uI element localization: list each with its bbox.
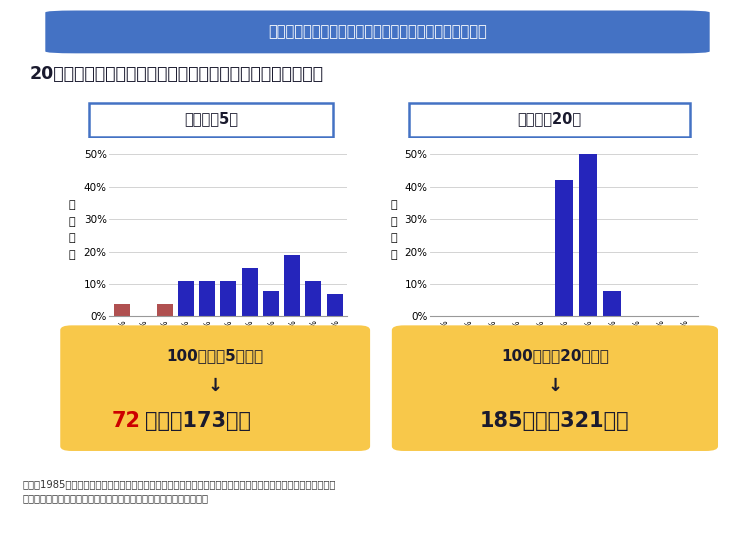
FancyBboxPatch shape	[89, 103, 334, 136]
Text: 100万円が5年後に: 100万円が5年後に	[167, 348, 263, 363]
Bar	[305, 281, 322, 316]
Bar	[242, 268, 257, 316]
Text: 万円～173万円: 万円～173万円	[145, 411, 251, 431]
FancyBboxPatch shape	[60, 325, 370, 451]
Text: 国内外の株式・債券に分散投資した場合の収益率の分布: 国内外の株式・債券に分散投資した場合の収益率の分布	[268, 24, 487, 39]
Text: （注）1985年以降の各年に、毎月同額ずつ国内外の株式・債券の買付けを行ったもの。各年の買付後、保有期間
が経過した時点での時価をもとに運用結果及び年率を算出し: （注）1985年以降の各年に、毎月同額ずつ国内外の株式・債券の買付けを行ったもの…	[23, 479, 336, 503]
Bar	[220, 281, 236, 316]
Text: 出
現
頻
度: 出 現 頻 度	[391, 200, 397, 260]
Text: ↓: ↓	[547, 377, 562, 395]
FancyBboxPatch shape	[45, 10, 710, 54]
Bar	[603, 291, 621, 316]
Bar	[284, 255, 300, 316]
FancyBboxPatch shape	[409, 103, 690, 136]
Text: 出
現
頻
度: 出 現 頻 度	[69, 200, 75, 260]
Bar	[199, 281, 215, 316]
Bar	[114, 304, 130, 316]
Bar	[579, 154, 597, 316]
Text: 保有期間5年: 保有期間5年	[184, 111, 239, 126]
FancyBboxPatch shape	[392, 325, 718, 451]
Text: 72: 72	[112, 411, 140, 431]
Bar	[327, 294, 343, 316]
Text: 保有期間20年: 保有期間20年	[518, 111, 581, 126]
Bar	[556, 180, 573, 316]
Text: 20年の保有期間では、投資収益率２～８％（年率）に収敛。: 20年の保有期間では、投資収益率２～８％（年率）に収敛。	[29, 65, 324, 83]
Text: ↓: ↓	[208, 377, 223, 395]
Bar	[157, 304, 173, 316]
Text: 100万円が20年後に: 100万円が20年後に	[501, 348, 609, 363]
Bar	[178, 281, 194, 316]
Bar	[263, 291, 279, 316]
Text: 185万円～321万円: 185万円～321万円	[480, 411, 630, 431]
